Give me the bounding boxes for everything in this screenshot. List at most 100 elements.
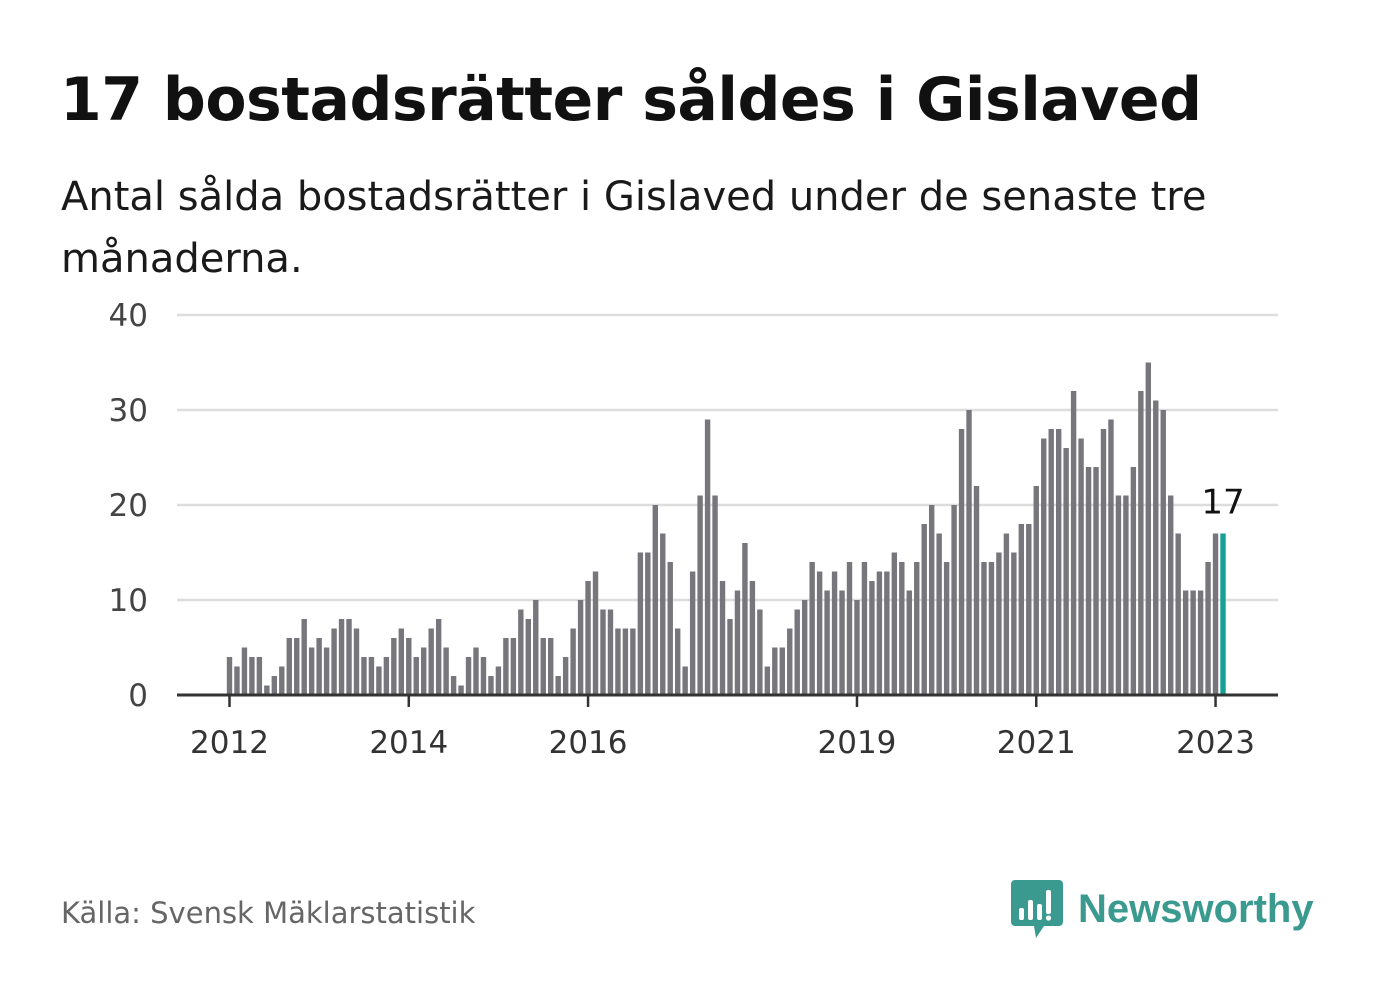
brand-logo: Newsworthy (1010, 878, 1314, 940)
bar (294, 638, 300, 695)
bar (376, 666, 382, 695)
bar (1108, 419, 1114, 695)
bar (884, 571, 890, 695)
bar (749, 581, 756, 695)
source-note: Källa: Svensk Mäklarstatistik (61, 896, 476, 930)
bar (645, 552, 651, 695)
bar (570, 628, 576, 695)
bar (981, 562, 987, 695)
bar (323, 647, 330, 695)
bar (308, 647, 315, 695)
bar (331, 628, 337, 695)
bar (1182, 590, 1189, 695)
bar (301, 619, 307, 695)
bar-chart: 0 10 20 30 40 2012 2014 2016 2019 2021 2023 17 (109, 298, 1278, 761)
bar (899, 562, 905, 695)
bar (622, 628, 629, 695)
bar (234, 666, 240, 695)
bar (585, 581, 591, 695)
bar (988, 562, 995, 695)
bar (779, 647, 785, 695)
bar (428, 628, 434, 695)
bar (1055, 429, 1062, 695)
bar (592, 571, 599, 695)
bar (996, 552, 1002, 695)
bar (577, 600, 584, 695)
bar (458, 685, 464, 695)
bar (1033, 486, 1039, 695)
bar (316, 638, 322, 695)
bar (1041, 438, 1047, 695)
last-value-label: 17 (1201, 483, 1244, 523)
bar (256, 657, 263, 695)
bar (338, 619, 345, 695)
bar (1018, 524, 1025, 695)
brand-name: Newsworthy (1078, 886, 1314, 931)
bar (1160, 410, 1166, 695)
bar (495, 666, 502, 695)
bar (450, 676, 457, 695)
bar (712, 495, 718, 695)
bar (675, 628, 681, 695)
bar (1048, 429, 1054, 695)
y-tick-label: 20 (109, 488, 148, 524)
bar (742, 543, 748, 695)
bar (286, 638, 292, 695)
bar (921, 524, 927, 695)
bar (801, 600, 808, 695)
bar (794, 609, 800, 695)
bar (391, 638, 397, 695)
bar (1205, 562, 1211, 695)
x-tick-label: 2014 (369, 725, 448, 761)
bar (734, 590, 741, 695)
bar (936, 533, 942, 695)
bar (1078, 438, 1084, 695)
bar (368, 657, 375, 695)
bar (914, 562, 920, 695)
bar-highlight (1220, 533, 1226, 695)
bar (630, 628, 636, 695)
bar (510, 638, 517, 695)
bar (704, 419, 711, 695)
bar (1130, 467, 1137, 695)
bar (353, 628, 360, 695)
bar (682, 666, 688, 695)
bar (1115, 495, 1122, 695)
annotations: 17 (1201, 483, 1244, 523)
x-tick-label: 2021 (997, 725, 1076, 761)
chart-subtitle: Antal sålda bostadsrätter i Gislaved und… (61, 174, 1207, 282)
x-tick-label: 2012 (190, 725, 269, 761)
bar (854, 600, 860, 695)
bar (600, 609, 606, 695)
bar (727, 619, 733, 695)
bar (637, 552, 644, 695)
bar (816, 571, 823, 695)
bar (1168, 495, 1174, 695)
bar (1145, 362, 1152, 695)
y-tick-label: 40 (109, 298, 148, 334)
bar (421, 647, 427, 695)
bar (615, 628, 621, 695)
bar (831, 571, 838, 695)
bar (1153, 400, 1159, 695)
bar (279, 666, 285, 695)
bar (876, 571, 883, 695)
x-tick-label: 2019 (818, 725, 897, 761)
bar (951, 505, 957, 695)
bar (1063, 448, 1069, 695)
x-tick-label: 2016 (549, 725, 628, 761)
bar (607, 609, 614, 695)
bar (757, 609, 763, 695)
bar (772, 647, 778, 695)
bar-chart-speech-bubble-icon (1011, 880, 1063, 938)
bar (518, 609, 524, 695)
bar (562, 657, 569, 695)
bar (697, 495, 703, 695)
bar (824, 590, 830, 695)
bar (488, 676, 494, 695)
y-axis-labels: 0 10 20 30 40 (109, 298, 148, 714)
y-tick-label: 30 (109, 393, 148, 429)
bar (480, 657, 487, 695)
chart-title: 17 bostadsrätter såldes i Gislaved (60, 65, 1202, 135)
bar (667, 562, 673, 695)
